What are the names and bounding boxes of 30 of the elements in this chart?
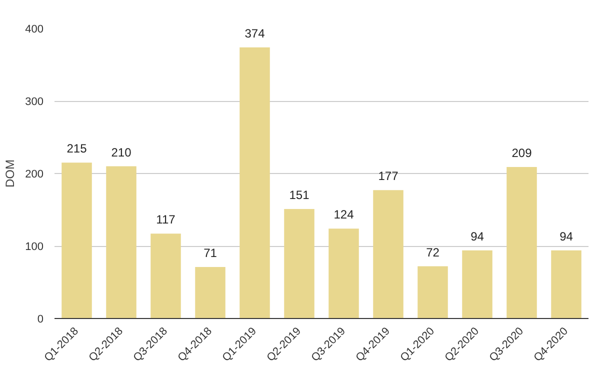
bar	[284, 209, 314, 318]
y-tick-label: 0	[37, 314, 44, 326]
bar	[506, 166, 537, 318]
data-label: 374	[244, 26, 266, 40]
bar	[62, 162, 92, 318]
y-tick-label: 300	[25, 96, 44, 108]
bar	[462, 250, 492, 318]
bar	[551, 250, 582, 318]
y-tick-label: 400	[25, 24, 44, 36]
data-label: 177	[378, 169, 399, 184]
data-label: 151	[289, 188, 310, 202]
data-label: 72	[426, 245, 440, 260]
data-label: 94	[560, 229, 574, 244]
bar	[106, 166, 136, 318]
data-label: 124	[334, 208, 354, 222]
data-label: 117	[156, 212, 176, 227]
data-label: 71	[204, 246, 218, 260]
data-label: 209	[512, 146, 532, 160]
bar	[418, 266, 448, 318]
data-label: 210	[111, 145, 132, 160]
bar	[240, 47, 270, 318]
bar	[373, 190, 404, 318]
y-axis-title: DOM	[3, 160, 18, 188]
y-tick-label: 100	[25, 241, 44, 253]
data-label: 215	[66, 142, 88, 156]
bar	[150, 234, 181, 318]
data-label: 94	[470, 229, 484, 244]
bar	[195, 267, 226, 318]
y-tick-label: 200	[25, 168, 44, 180]
bar	[328, 228, 359, 318]
